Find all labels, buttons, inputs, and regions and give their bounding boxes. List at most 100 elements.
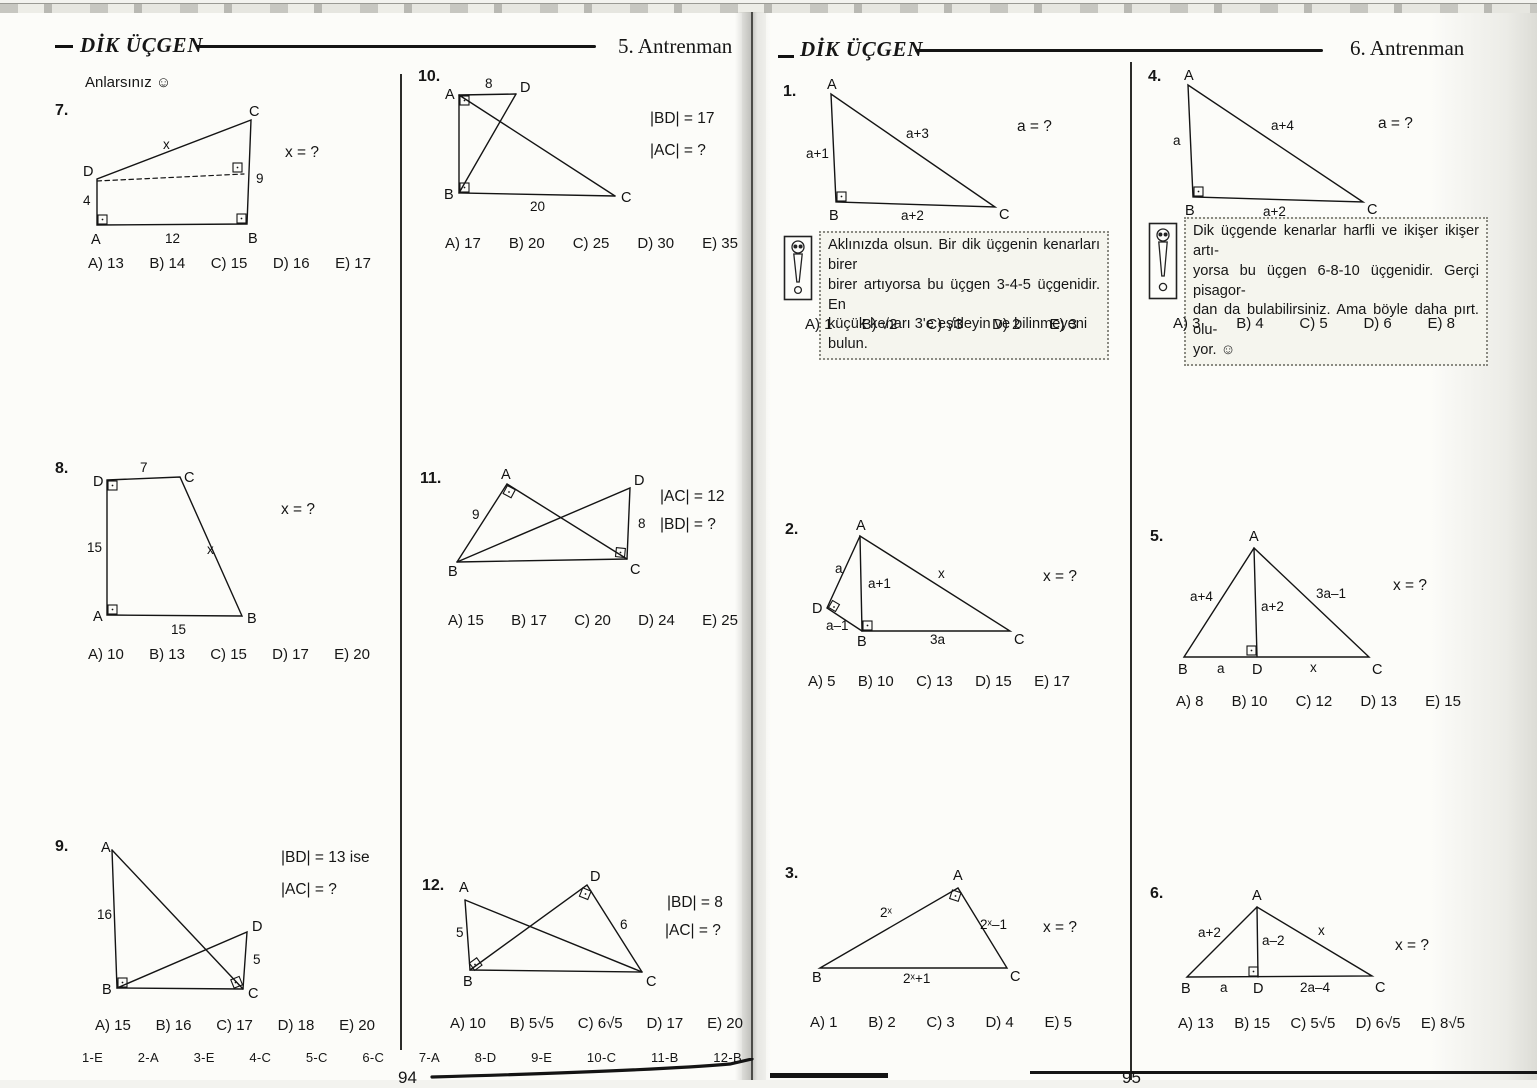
vertex-c: C: [1375, 980, 1385, 996]
problem-number: 8.: [55, 460, 69, 477]
choice-b: B) √2: [861, 316, 898, 333]
side-label-a: a: [1217, 661, 1225, 676]
side-label-a4: a+4: [1190, 589, 1213, 604]
side-label-15-left: 15: [87, 540, 102, 555]
vertex-d: D: [812, 601, 822, 617]
problem-10-diagram: 8 20 A D B C: [444, 76, 631, 214]
vertex-d: D: [1252, 662, 1262, 678]
problem-12: 12. 5 6 A D B C |BD| = 8 |AC| = ? A) 10 …: [422, 869, 757, 1037]
side-label-x: x: [1318, 923, 1325, 938]
side-label-5: 5: [456, 925, 464, 940]
choice-c: C) 15: [210, 646, 247, 663]
hint-note: Dik üçgende kenarlar harfli ve ikişer ik…: [1148, 217, 1488, 366]
vertex-c: C: [1014, 632, 1024, 648]
side-label-am2: a–2: [1262, 933, 1285, 948]
choice-d: D) 18: [277, 1017, 315, 1034]
header-rule: [915, 49, 1323, 52]
session-title: 6. Antrenman: [1350, 36, 1465, 60]
choice-c: C) 12: [1295, 693, 1333, 710]
choice-e: E) 25: [702, 612, 738, 629]
key-6: 6-C: [362, 1050, 385, 1065]
question-text: x = ?: [281, 501, 316, 518]
key-12: 12-B: [713, 1050, 742, 1065]
choice-b: B) 20: [508, 235, 545, 252]
key-4: 4-C: [249, 1050, 272, 1065]
given-ac: |AC| = ?: [665, 922, 721, 939]
vertex-d: D: [1253, 981, 1263, 997]
choice-c: C) 5√5: [1290, 1015, 1336, 1032]
problem-11-diagram: 9 8 A D B C: [448, 467, 646, 580]
choice-d: D) 30: [637, 235, 675, 252]
vertex-b: B: [448, 564, 458, 580]
vertex-d: D: [520, 80, 530, 96]
triangle-edges: [1187, 83, 1366, 203]
choice-e: E) 15: [1425, 693, 1461, 710]
vertex-c: C: [1367, 202, 1377, 218]
answer-choices: A) 13 B) 14 C) 15 D) 16 E) 17: [88, 255, 371, 272]
book-binding-line: [751, 12, 753, 1080]
header-rule: [196, 45, 596, 48]
vertex-c: C: [248, 986, 258, 1002]
choice-a: A) 15: [448, 612, 484, 629]
triangle-edges: [1182, 546, 1371, 658]
problem-7-diagram: x 4 12 9 A B C D: [83, 104, 264, 248]
side-label-4: 4: [83, 193, 91, 208]
problem-number: 10.: [418, 68, 441, 85]
choice-e: E) 20: [339, 1017, 375, 1034]
left-page-surface: [0, 12, 742, 1080]
choice-b: B) 5√5: [509, 1015, 554, 1032]
vertex-a: A: [459, 880, 469, 896]
choice-d: D) 15: [975, 673, 1012, 690]
side-label-8: 8: [485, 76, 493, 91]
choice-a: A) 1: [805, 316, 833, 333]
problem-1: 1. a+1 a+3 a+2 A B C a = ? Aklınızda ols…: [783, 77, 1118, 361]
answer-choices: A) 15 B) 16 C) 17 D) 18 E) 20: [95, 1017, 375, 1034]
answer-choices: A) 5 B) 10 C) 13 D) 15 E) 17: [808, 673, 1070, 690]
choice-a: A) 10: [450, 1015, 486, 1032]
header-dash: [778, 55, 794, 58]
key-3: 3-E: [193, 1050, 215, 1065]
side-label-a2: a+2: [1261, 599, 1284, 614]
vertex-b: B: [102, 982, 112, 998]
choice-b: B) 10: [857, 673, 894, 690]
vertex-b: B: [247, 611, 257, 627]
side-label-9: 9: [256, 171, 264, 186]
problem-number: 1.: [783, 83, 797, 100]
choice-b: B) 10: [1231, 693, 1268, 710]
choice-d: D) 17: [272, 646, 309, 663]
problem-8-diagram: 7 15 x 15 D C A B: [87, 460, 257, 637]
page-title: DİK ÜÇGEN: [80, 33, 204, 57]
side-label-a: a: [1220, 980, 1228, 995]
key-8: 8-D: [474, 1050, 497, 1065]
problem-12-diagram: 5 6 A D B C: [456, 869, 656, 990]
triangle-edges: [1185, 906, 1375, 978]
side-label-a: a: [835, 561, 843, 576]
answer-choices: A) 13 B) 15 C) 5√5 D) 6√5 E) 8√5: [1178, 1015, 1465, 1032]
choice-d: D) 16: [272, 255, 310, 272]
choice-c: C) 20: [574, 612, 611, 629]
key-7: 7-A: [418, 1050, 440, 1065]
side-label-12: 12: [165, 231, 180, 246]
choice-d: D) 6√5: [1355, 1015, 1401, 1032]
side-label-x: x: [207, 542, 214, 557]
vertex-d: D: [252, 919, 262, 935]
choice-a: A) 17: [445, 235, 481, 252]
vertex-b: B: [248, 231, 258, 247]
problem-9: 9. 16 5 A B C D |BD| = 13 ise |AC| = ? A…: [55, 835, 400, 1035]
choice-d: D) 4: [985, 1014, 1014, 1031]
side-label-6: 6: [620, 917, 628, 932]
triangle-edges: [826, 534, 1013, 632]
side-label-2xp1: 2ˣ+1: [903, 971, 930, 986]
side-label-a1: a+1: [868, 576, 891, 591]
vertex-b: B: [829, 208, 839, 224]
vertex-c: C: [999, 207, 1009, 223]
choice-c: C) 13: [916, 673, 953, 690]
page-number-left: 94: [398, 1068, 417, 1087]
bottom-swoosh-line: [430, 1058, 754, 1079]
side-label-7: 7: [140, 460, 148, 475]
question-text: x = ?: [1043, 919, 1078, 936]
vertex-a: A: [93, 609, 103, 625]
choice-e: E) 17: [335, 255, 371, 272]
problem-8: 8. 7 15 x 15 D C A B x = ? A) 10 B) 13 C…: [55, 455, 400, 675]
choice-a: A) 8: [1176, 693, 1204, 710]
